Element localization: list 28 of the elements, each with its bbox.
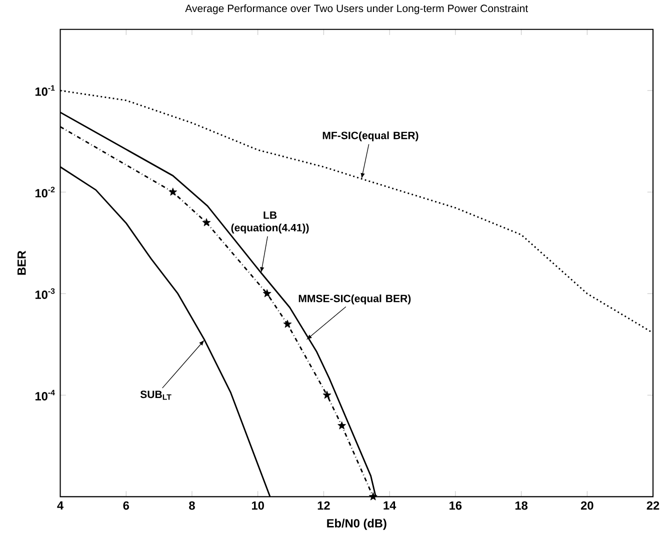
y-tick-label: 10$^{-1}$ xyxy=(35,85,55,96)
annotation: MMSE-SIC(equal BER) xyxy=(298,294,411,304)
y-tick-label: 10$^{-4}$ xyxy=(35,390,55,400)
point xyxy=(338,421,346,430)
chart-title: Average Performance over Two Users under Long-term Power Constraint xyxy=(185,4,528,14)
annotation: LB (equation(4.41)) xyxy=(231,211,309,234)
x-tick-label: 4 xyxy=(57,501,64,510)
point xyxy=(368,492,378,500)
point xyxy=(322,390,332,399)
y-tick-label: 10$^{-3}$ xyxy=(35,288,55,299)
annotation: MF-SIC(equal BER) xyxy=(322,131,418,142)
point xyxy=(262,289,272,298)
point xyxy=(202,218,211,226)
x-tick-label: 10 xyxy=(252,501,264,510)
x-tick-label: 14 xyxy=(384,501,396,510)
x-axis-title: Eb/N0 (dB) xyxy=(327,518,386,530)
y-tick-label: 10$^{-2}$ xyxy=(35,186,55,198)
x-tick-label: 6 xyxy=(123,501,129,510)
x-tick-label: 12 xyxy=(318,501,330,510)
x-tick-label: 8 xyxy=(189,501,195,510)
x-tick-label: 16 xyxy=(450,501,462,510)
x-tick-label: 20 xyxy=(580,501,594,510)
annotation: SUB$_{LT}$ xyxy=(140,390,172,400)
y-axis-title: BER xyxy=(18,250,26,275)
x-tick-label: 22 xyxy=(646,501,660,510)
point xyxy=(168,188,178,196)
x-tick-label: 18 xyxy=(515,501,528,510)
point xyxy=(283,320,292,328)
